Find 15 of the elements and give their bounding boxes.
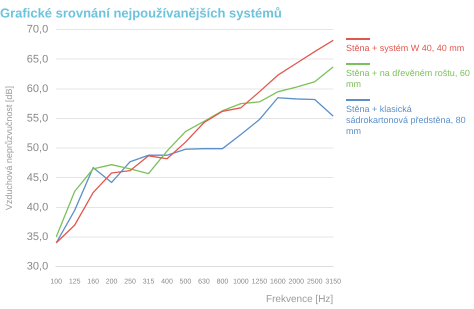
legend-label: Stěna + klasická sádrokartonová předstěna, 80 mm — [346, 104, 467, 137]
y-tick-label: 60,0 — [26, 82, 48, 95]
y-tick-label: 50,0 — [26, 142, 48, 154]
y-tick-label: 30,0 — [26, 260, 48, 273]
y-axis-title: Vzduchová neprůzvučnost [dB] — [4, 86, 14, 210]
y-tick-label: 45,0 — [26, 172, 48, 184]
chart-title: Grafické srovnání nejpoužívanějších systémů — [0, 5, 282, 20]
y-tick-label: 35,0 — [26, 231, 48, 244]
y-tick-label: 65,0 — [26, 53, 48, 66]
y-tick-label: 55,0 — [26, 112, 48, 125]
legend-label: Stěna + na dřevěném roštu, 60 mm — [346, 68, 470, 90]
y-tick-label: 40,0 — [26, 201, 48, 214]
x-axis-title: Frekvence [Hz] — [266, 294, 334, 305]
y-tick-label: 70,0 — [26, 24, 48, 36]
legend-label: Stěna + systém W 40, 40 mm — [346, 43, 466, 54]
